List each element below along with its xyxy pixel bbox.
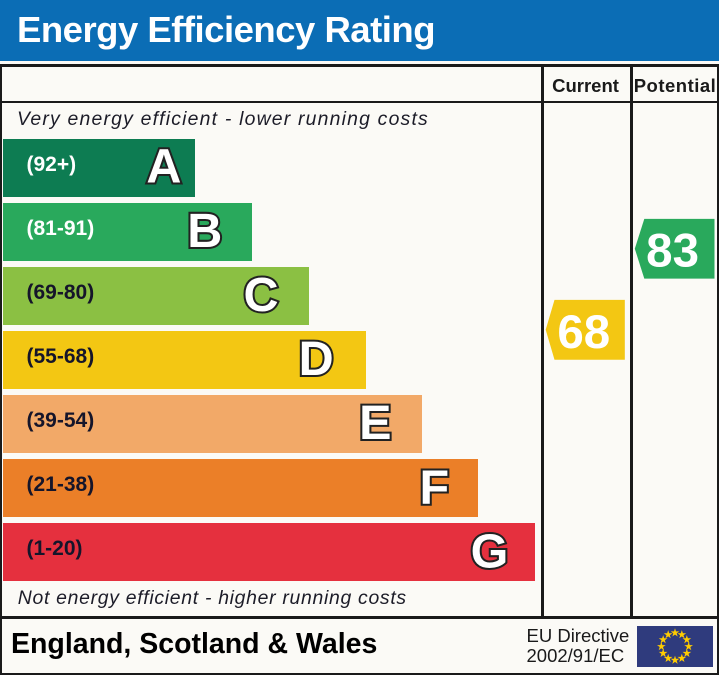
svg-text:D: D <box>299 332 334 386</box>
svg-text:A: A <box>146 140 181 194</box>
svg-text:83: 83 <box>646 225 699 278</box>
svg-text:C: C <box>243 268 278 322</box>
svg-text:B: B <box>187 204 222 258</box>
svg-text:68: 68 <box>557 306 610 359</box>
svg-text:F: F <box>420 461 450 515</box>
svg-text:E: E <box>359 396 391 450</box>
svg-text:G: G <box>471 524 509 578</box>
